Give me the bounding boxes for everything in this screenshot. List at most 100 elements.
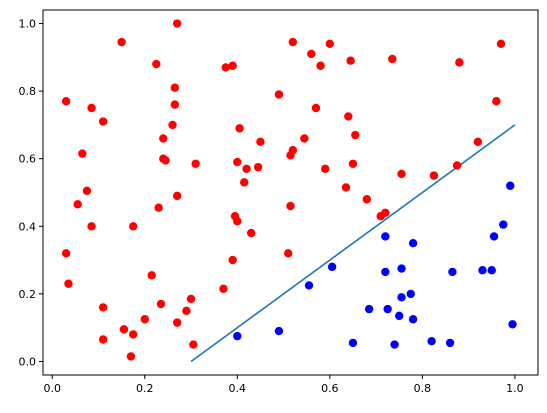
blue-point — [408, 238, 418, 248]
red-point — [126, 352, 136, 361]
blue-point — [427, 337, 436, 346]
blue-point — [348, 338, 358, 348]
red-point — [221, 63, 230, 72]
red-point — [219, 284, 228, 294]
red-point — [233, 217, 242, 226]
red-point — [129, 222, 138, 231]
x-tick-label: 0.2 — [136, 382, 154, 395]
red-point — [246, 228, 256, 238]
red-point — [82, 186, 92, 196]
blue-point — [381, 232, 390, 241]
red-point — [172, 318, 182, 327]
y-tick-label: 1.0 — [19, 18, 37, 31]
red-point — [381, 208, 390, 217]
red-point — [228, 255, 237, 265]
red-point — [307, 49, 316, 59]
blue-point — [381, 267, 390, 277]
red-point — [172, 191, 182, 201]
blue-point — [478, 266, 487, 275]
red-point — [348, 159, 358, 168]
blue-point — [397, 264, 406, 273]
red-point — [152, 59, 161, 69]
red-point — [351, 130, 360, 140]
red-point — [341, 183, 351, 192]
blue-point — [489, 232, 499, 241]
y-tick-label: 0.6 — [19, 153, 37, 166]
red-point — [119, 325, 129, 334]
red-point — [496, 39, 506, 48]
red-point — [316, 61, 325, 70]
red-point — [452, 161, 462, 170]
red-point — [154, 203, 163, 212]
red-point — [73, 200, 82, 209]
red-point — [228, 61, 237, 70]
y-tick-label: 0.2 — [19, 288, 37, 301]
red-point — [253, 162, 263, 172]
red-point — [300, 134, 309, 143]
red-point — [170, 100, 180, 109]
blue-point — [327, 262, 337, 272]
blue-point — [395, 311, 404, 321]
red-point — [170, 83, 180, 92]
red-point — [87, 222, 96, 231]
blue-point — [499, 220, 508, 229]
blue-point — [397, 293, 406, 302]
red-point — [288, 37, 298, 47]
red-point — [242, 164, 251, 174]
blue-point — [274, 326, 284, 336]
red-point — [78, 149, 87, 158]
red-point — [191, 159, 200, 168]
y-tick-label: 0.0 — [19, 355, 37, 368]
x-tick-label: 0.8 — [414, 382, 432, 395]
red-point — [235, 124, 244, 133]
blue-point — [304, 281, 314, 290]
red-point — [61, 249, 71, 258]
red-point — [311, 103, 321, 113]
red-point — [61, 97, 71, 106]
blue-point — [408, 315, 418, 324]
red-point — [147, 271, 156, 280]
red-point — [168, 120, 177, 130]
red-point — [388, 54, 397, 64]
red-point — [172, 19, 182, 28]
blue-point — [406, 289, 415, 299]
red-point — [274, 90, 284, 99]
axes: 0.0 0.2 0.4 0.6 0.8 1.0 0.0 0.2 0.4 0.6 0.8 1.0 — [19, 9, 539, 395]
red-point — [182, 306, 191, 315]
blue-point — [487, 266, 496, 275]
red-point — [87, 103, 96, 113]
red-point — [98, 335, 108, 344]
red-point — [233, 157, 242, 167]
red-point — [156, 299, 166, 309]
red-point — [492, 97, 501, 106]
red-point — [189, 340, 198, 349]
x-tick-label: 1.0 — [506, 382, 524, 395]
red-point — [283, 249, 293, 258]
red-point — [129, 330, 138, 339]
blue-point — [390, 340, 399, 349]
blue-point — [233, 331, 242, 341]
red-point — [321, 164, 330, 174]
red-point — [159, 134, 168, 143]
red-point — [140, 315, 149, 324]
scatter-points — [61, 19, 517, 361]
red-point — [256, 137, 265, 147]
red-point — [240, 178, 249, 187]
red-point — [455, 58, 464, 67]
red-point — [429, 171, 439, 180]
red-point — [397, 169, 406, 179]
x-tick-label: 0.0 — [44, 382, 62, 395]
red-point — [286, 201, 295, 211]
red-point — [161, 156, 170, 165]
y-tick-label: 0.4 — [19, 220, 37, 233]
red-point — [325, 39, 335, 48]
blue-point — [383, 304, 392, 314]
plot-frame — [42, 9, 539, 376]
blue-point — [445, 338, 455, 348]
red-point — [362, 195, 372, 204]
blue-point — [364, 304, 374, 314]
red-point — [346, 56, 355, 65]
x-tick-label: 0.6 — [321, 382, 339, 395]
